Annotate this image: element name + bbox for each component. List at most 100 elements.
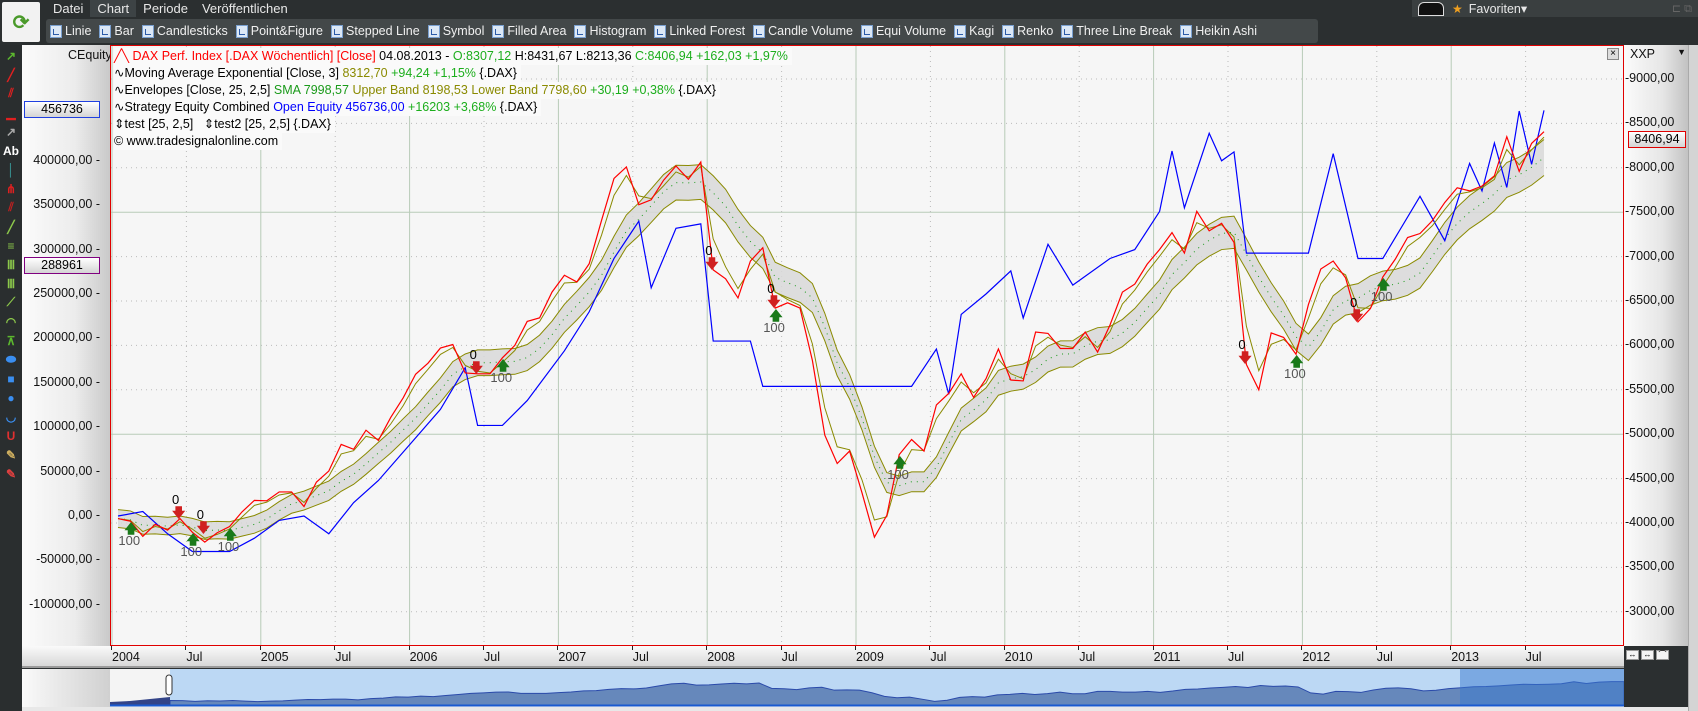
ellipse-icon[interactable]: ⬬ xyxy=(5,352,17,366)
chart-type-three-line-break[interactable]: Three Line Break xyxy=(1061,24,1172,38)
chart-type-label: Filled Area xyxy=(507,24,567,38)
chart-type-renko[interactable]: Renko xyxy=(1002,24,1053,38)
chart-type-linie[interactable]: Linie xyxy=(50,24,91,38)
pointer-icon[interactable]: ↗ xyxy=(5,124,17,139)
buy-signal[interactable]: 🡅 100 xyxy=(490,359,512,385)
arrow-up-icon: 🡅 xyxy=(893,454,907,470)
pencil-refresh-icon[interactable]: ✎ xyxy=(5,447,17,462)
buy-signal[interactable]: 🡅 100 xyxy=(218,528,240,554)
expand-icon[interactable]: ↔ xyxy=(1641,650,1654,660)
menu-datei[interactable]: Datei xyxy=(53,1,84,16)
x-axis-tick-mark xyxy=(1152,646,1154,650)
arrow-icon[interactable]: ↗ xyxy=(5,48,17,63)
pitchfork-icon[interactable]: ⋔ xyxy=(5,181,17,196)
gann-icon[interactable]: ╱ xyxy=(7,219,15,234)
menu-chart[interactable]: Chart xyxy=(90,0,137,17)
x-axis-tick-mark xyxy=(1524,646,1526,650)
right-axis-title[interactable]: XXP ▼ xyxy=(1630,47,1686,61)
arrow-down-icon: 🡇 xyxy=(469,359,483,375)
horizontal-line-icon[interactable]: ▁ xyxy=(6,105,16,120)
legend-dax[interactable]: ╱╲ DAX Perf. Index [.DAX Wöchentlich] [C… xyxy=(114,48,792,65)
chart-type-histogram[interactable]: Histogram xyxy=(574,24,646,38)
buy-signal[interactable]: 🡅 100 xyxy=(1371,278,1393,304)
side-panel-strip[interactable] xyxy=(1688,45,1698,711)
chart-type-candle-volume[interactable]: Candle Volume xyxy=(753,24,853,38)
sell-signal[interactable]: 0 🡇 xyxy=(705,243,718,270)
compress-icon[interactable]: ↔ xyxy=(1626,650,1639,660)
envelope-sma xyxy=(117,157,1545,532)
fibonacci-icon[interactable]: ≡ xyxy=(7,238,15,253)
time-axis[interactable]: 2004 Jul 2005 Jul 2006 Jul 2007 Jul 2008 Jul 2009 J… xyxy=(22,646,1624,668)
sell-signal[interactable]: 0 🡇 xyxy=(469,347,483,375)
line-icon[interactable]: ╱ xyxy=(7,67,15,82)
right-axis-tick: -4500,00 xyxy=(1625,470,1675,485)
legend-strategies[interactable]: ⇕test [25, 2,5] ⇕test2 [25, 2,5] {.DAX} xyxy=(114,116,335,133)
legend-ema[interactable]: ∿Moving Average Exponential [Close, 3] 8… xyxy=(114,65,521,82)
time-zones-icon[interactable]: Ⅲ xyxy=(6,257,16,272)
left-axis-tick: 200000,00 - xyxy=(33,330,100,345)
left-axis-tick: -100000,00 - xyxy=(29,596,100,611)
fan-icon[interactable]: ⟋ xyxy=(6,295,16,309)
buy-signal[interactable]: 🡅 100 xyxy=(118,521,140,548)
sell-signal[interactable]: 0 🡇 xyxy=(1238,337,1251,365)
chart-type-equi-volume[interactable]: Equi Volume xyxy=(860,24,946,38)
signal-label: 0 xyxy=(1238,337,1246,353)
app-logo[interactable]: ⟳ xyxy=(2,2,40,42)
favorites-menu[interactable]: Favoriten xyxy=(1468,1,1521,16)
chart-plot-area[interactable]: ╱╲ DAX Perf. Index [.DAX Wöchentlich] [C… xyxy=(110,45,1624,646)
menu-periode[interactable]: Periode xyxy=(143,1,188,16)
navigator[interactable] xyxy=(110,669,1624,707)
sell-signal[interactable]: 0 🡇 xyxy=(172,492,185,519)
legend-equity[interactable]: ∿Strategy Equity Combined Open Equity 45… xyxy=(114,99,542,116)
vertical-line-icon[interactable]: │ xyxy=(7,162,15,177)
parallel-lines-icon[interactable]: ⫽ xyxy=(8,86,14,100)
chart-type-bar[interactable]: Bar xyxy=(99,24,134,38)
chart-type-filled-area[interactable]: Filled Area xyxy=(492,24,566,38)
arrow-up-icon: 🡅 xyxy=(124,521,138,537)
chart-type-icon xyxy=(860,24,873,38)
right-axis[interactable]: XXP ▼ -9000,00 -8500,00 -8000,00 -7500,00 -70… xyxy=(1624,45,1688,646)
arcs-icon[interactable]: ◠ xyxy=(5,314,17,329)
chart-type-kagi[interactable]: Kagi xyxy=(954,24,994,38)
channel-icon[interactable]: ⫽ xyxy=(8,200,14,214)
navigator-handle[interactable] xyxy=(165,674,173,696)
legend-envelopes[interactable]: ∿Envelopes [Close, 25, 2,5] SMA 7998,57 … xyxy=(114,82,720,99)
chart-type-point-figure[interactable]: Point&Figure xyxy=(235,24,323,38)
speed-lines-icon[interactable]: ⊼ xyxy=(6,333,16,348)
chart-type-label: Stepped Line xyxy=(346,24,420,38)
chart-type-icon xyxy=(1180,24,1193,38)
x-axis-tick-mark xyxy=(780,646,782,650)
circle-icon[interactable]: ● xyxy=(7,390,15,405)
left-axis[interactable]: CEquity ▾ 400000,00 -350000,00 -300000,0… xyxy=(22,45,122,646)
chart-type-linked-forest[interactable]: Linked Forest xyxy=(654,24,745,38)
close-chart-button[interactable]: × xyxy=(1607,48,1619,60)
buy-signal[interactable]: 🡅 100 xyxy=(180,532,202,559)
chart-type-icon xyxy=(141,24,154,38)
left-axis-tick: 400000,00 - xyxy=(33,152,100,167)
pencil-delete-icon[interactable]: ✎ xyxy=(5,466,17,481)
magnet-icon[interactable]: U xyxy=(6,428,16,443)
text-icon[interactable]: Ab xyxy=(3,143,19,158)
buy-signal[interactable]: 🡅 100 xyxy=(887,454,909,482)
avatar[interactable] xyxy=(1418,1,1444,16)
rectangle-icon[interactable]: ■ xyxy=(7,371,15,386)
sell-signal[interactable]: 0 🡇 xyxy=(197,508,210,535)
arrow-up-icon: 🡅 xyxy=(186,532,200,548)
buy-signal[interactable]: 🡅 100 xyxy=(763,309,785,335)
menu-veröffentlichen[interactable]: Veröffentlichen xyxy=(201,1,288,16)
sell-signal[interactable]: 0 🡇 xyxy=(767,282,780,309)
chart-type-symbol[interactable]: Symbol xyxy=(427,24,484,38)
x-axis-tick-mark xyxy=(259,646,261,650)
sell-signal[interactable]: 0 🡇 xyxy=(1350,295,1363,322)
cycle-lines-icon[interactable]: Ⅲ xyxy=(6,276,16,291)
autoscale-icon[interactable]: ⌒ xyxy=(1656,650,1669,660)
buy-signal[interactable]: 🡅 100 xyxy=(1284,355,1306,381)
window-icons[interactable]: ⊏ ⧉ xyxy=(1671,3,1692,15)
chart-type-label: Heikin Ashi xyxy=(1195,24,1258,38)
chart-type-heikin-ashi[interactable]: Heikin Ashi xyxy=(1180,24,1257,38)
menu-bar: Datei Chart Periode Veröffentlichen xyxy=(46,0,295,17)
left-axis-tick: 300000,00 - xyxy=(33,241,100,256)
half-circle-icon[interactable]: ◡ xyxy=(5,409,17,424)
chart-type-stepped-line[interactable]: Stepped Line xyxy=(331,24,420,38)
chart-type-candlesticks[interactable]: Candlesticks xyxy=(141,24,228,38)
